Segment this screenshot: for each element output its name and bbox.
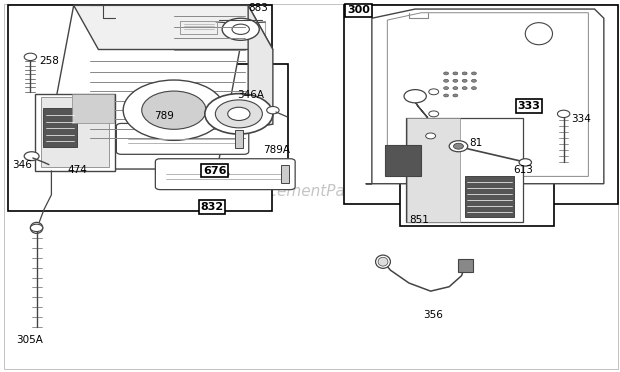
Polygon shape — [366, 9, 604, 184]
Bar — [35, 94, 115, 171]
Bar — [200, 64, 288, 174]
Circle shape — [453, 87, 458, 90]
Text: 676: 676 — [203, 166, 226, 176]
Bar — [344, 5, 618, 204]
Bar — [72, 94, 114, 123]
Ellipse shape — [30, 222, 43, 233]
Bar — [8, 5, 272, 211]
Circle shape — [449, 141, 467, 152]
Circle shape — [471, 87, 476, 90]
Circle shape — [205, 94, 273, 134]
Text: 300: 300 — [347, 5, 370, 15]
Bar — [41, 97, 109, 167]
Polygon shape — [43, 5, 248, 169]
FancyBboxPatch shape — [156, 159, 295, 190]
Circle shape — [471, 72, 476, 75]
Bar — [386, 145, 422, 176]
Circle shape — [453, 72, 458, 75]
Text: 851: 851 — [409, 215, 429, 225]
Circle shape — [221, 172, 229, 176]
Circle shape — [426, 133, 436, 139]
Circle shape — [462, 79, 467, 82]
Circle shape — [142, 91, 206, 129]
Ellipse shape — [525, 23, 552, 45]
Circle shape — [429, 89, 439, 95]
Circle shape — [462, 87, 467, 90]
Circle shape — [228, 107, 250, 121]
Text: eReplacementParts.com: eReplacementParts.com — [216, 184, 404, 199]
Circle shape — [471, 79, 476, 82]
Text: 81: 81 — [469, 138, 483, 148]
Circle shape — [267, 106, 279, 114]
Text: 883: 883 — [248, 3, 268, 13]
Circle shape — [123, 80, 224, 140]
Circle shape — [453, 79, 458, 82]
Circle shape — [232, 24, 249, 35]
Circle shape — [453, 94, 458, 97]
Bar — [406, 118, 523, 222]
FancyBboxPatch shape — [117, 124, 249, 154]
Circle shape — [462, 72, 467, 75]
Bar — [407, 118, 460, 222]
Ellipse shape — [378, 257, 388, 266]
Bar — [458, 259, 473, 272]
Circle shape — [557, 110, 570, 118]
Circle shape — [444, 87, 448, 90]
Bar — [464, 176, 514, 217]
Bar — [234, 130, 242, 148]
Circle shape — [30, 224, 43, 231]
Text: 613: 613 — [513, 165, 533, 175]
Text: 346A: 346A — [237, 90, 264, 100]
Text: 356: 356 — [423, 310, 443, 320]
Bar — [281, 165, 289, 183]
Polygon shape — [248, 5, 273, 129]
Text: 474: 474 — [68, 165, 87, 175]
Text: 305A: 305A — [16, 335, 43, 345]
Text: 789A: 789A — [264, 145, 291, 155]
Circle shape — [222, 18, 259, 40]
Text: 832: 832 — [200, 202, 224, 212]
Ellipse shape — [376, 255, 391, 268]
Bar — [43, 108, 77, 147]
Circle shape — [429, 111, 439, 117]
Circle shape — [444, 94, 448, 97]
Text: 258: 258 — [40, 55, 60, 65]
Text: 789: 789 — [154, 111, 174, 121]
Circle shape — [453, 143, 463, 149]
Polygon shape — [388, 13, 588, 176]
Circle shape — [444, 79, 448, 82]
Circle shape — [519, 159, 531, 166]
Text: 333: 333 — [517, 101, 540, 111]
Text: 346: 346 — [12, 160, 32, 170]
Bar — [400, 101, 554, 226]
Circle shape — [444, 72, 448, 75]
Circle shape — [404, 90, 427, 103]
Text: 334: 334 — [571, 114, 591, 124]
Circle shape — [24, 53, 37, 61]
Polygon shape — [74, 5, 273, 49]
Circle shape — [24, 152, 39, 161]
Circle shape — [215, 100, 262, 128]
